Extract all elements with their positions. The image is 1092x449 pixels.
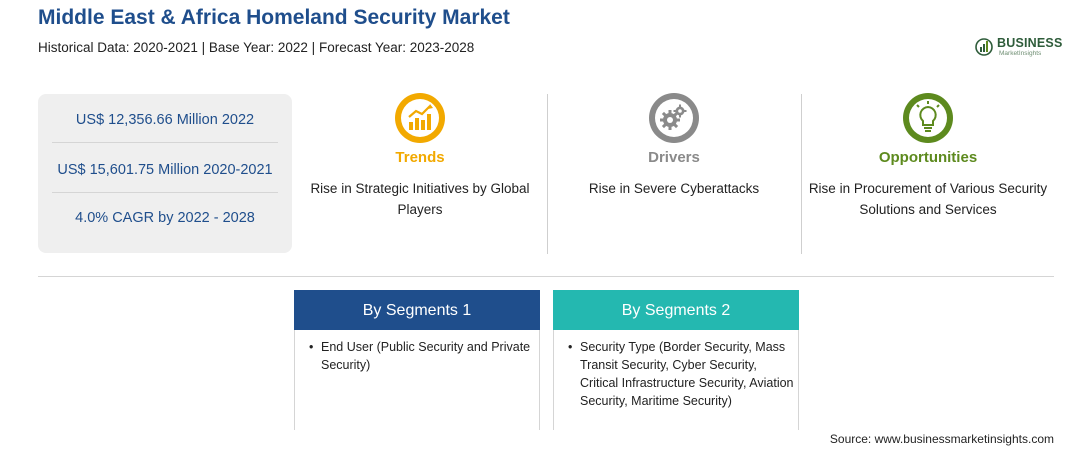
- cagr-value: 4.0% CAGR by 2022 - 2028: [75, 210, 255, 226]
- market-stats-panel: US$ 12,356.66 Million 2022 US$ 15,601.75…: [38, 94, 292, 253]
- trends-column: Trends Rise in Strategic Initiatives by …: [292, 92, 548, 254]
- logo-tagline: MarketInsights: [999, 50, 1042, 57]
- opportunities-heading: Opportunities: [878, 149, 978, 166]
- page-subtitle: Historical Data: 2020-2021 | Base Year: …: [38, 40, 475, 55]
- trend-chart-icon: [395, 93, 445, 143]
- segment-1-title: By Segments 1: [294, 290, 540, 330]
- bullet-icon: •: [309, 340, 314, 354]
- segment-2-item: Security Type (Border Security, Mass Tra…: [580, 340, 794, 408]
- drivers-heading: Drivers: [648, 149, 700, 166]
- brand-logo: BUSINESS MarketInsights: [975, 35, 1065, 61]
- drivers-column: Drivers Rise in Severe Cyberattacks: [546, 92, 802, 254]
- segment-1-list: • End User (Public Security and Private …: [309, 338, 535, 374]
- segment-card-1: By Segments 1 • End User (Public Securit…: [294, 290, 540, 430]
- drivers-text: Rise in Severe Cyberattacks: [588, 181, 760, 196]
- stat-divider: [52, 142, 278, 143]
- column-divider: [547, 94, 548, 254]
- gears-icon: [649, 93, 699, 143]
- opportunities-column: Opportunities Rise in Procurement of Var…: [800, 92, 1056, 254]
- trends-heading: Trends: [395, 149, 445, 166]
- source-credit: Source: www.businessmarketinsights.com: [829, 432, 1054, 446]
- opportunities-text: Rise in Procurement of Various Security …: [808, 181, 1048, 217]
- market-size-historical: US$ 15,601.75 Million 2020-2021: [57, 162, 273, 178]
- bullet-icon: •: [568, 340, 573, 354]
- segment-card-2: By Segments 2 • Security Type (Border Se…: [553, 290, 799, 430]
- lightbulb-icon: [903, 93, 953, 143]
- section-divider: [38, 276, 1054, 277]
- stat-divider: [52, 192, 278, 193]
- market-size-2022: US$ 12,356.66 Million 2022: [75, 112, 255, 128]
- column-divider: [801, 94, 802, 254]
- page-title: Middle East & Africa Homeland Security M…: [38, 6, 510, 29]
- logo-wordmark: BUSINESS: [997, 36, 1063, 50]
- trends-text: Rise in Strategic Initiatives by Global …: [310, 181, 530, 217]
- logo-mark-icon: [975, 38, 993, 56]
- segment-2-title: By Segments 2: [553, 290, 799, 330]
- segment-1-item: End User (Public Security and Private Se…: [321, 340, 531, 372]
- segment-2-list: • Security Type (Border Security, Mass T…: [568, 338, 794, 410]
